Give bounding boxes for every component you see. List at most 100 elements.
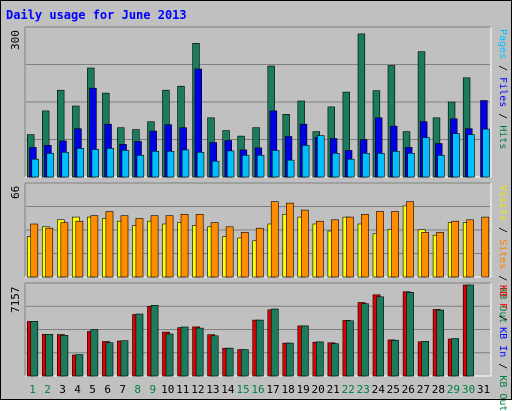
x-tick-label: 2 [44,383,51,396]
bar-kbytes-kb-out [180,326,189,377]
bar-requests-pages [76,148,85,178]
bar-kbytes-kb-out [300,325,309,377]
bar-kbytes-kb-out [361,303,369,377]
bar-kbytes-kb-out [406,291,414,377]
x-tick-label: 3 [59,383,66,396]
bar-visitors-sites [225,226,234,278]
bar-visitors-sites [481,216,490,278]
bar-requests-pages [452,133,460,178]
x-tick-label: 12 [191,383,204,396]
legend-entry: Sites [497,239,508,270]
x-tick-label: 29 [447,383,460,396]
bar-kbytes-kb-out [451,338,460,377]
legend-entry: / [497,59,508,78]
bar-requests-pages [241,155,250,178]
bar-visitors-sites [75,220,84,278]
bar-requests-pages [136,155,145,178]
bar-requests-pages [437,155,445,178]
bar-requests-pages [256,155,265,178]
bar-requests-pages [392,151,400,178]
x-tick-label: 14 [221,383,235,396]
bar-visitors-sites [300,209,309,278]
bar-visitors-sites [105,211,114,278]
bar-kbytes-kb-out [240,349,249,377]
legend-entry: / [497,221,508,240]
bar-requests-pages [407,153,415,178]
bar-visitors-sites [180,214,189,278]
x-tick-label: 11 [176,383,189,396]
bar-visitors-sites [421,232,430,278]
x-tick-label: 26 [402,383,415,396]
bar-visitors-sites [135,218,144,278]
bar-kbytes-kb-out [75,354,84,377]
bar-requests-pages [377,153,385,178]
legend-entry: Hits [497,125,508,150]
x-tick-label: 22 [342,383,355,396]
bar-kbytes-kb-out [346,320,354,377]
bar-requests-pages [211,160,220,178]
x-tick-label: 21 [327,383,340,396]
bar-visitors-sites [270,201,279,278]
x-tick-label: 20 [311,383,324,396]
x-tick-label: 8 [134,383,141,396]
x-tick-label: 15 [236,383,249,396]
bar-visitors-sites [436,232,445,278]
x-tick-label: 19 [296,383,309,396]
bar-requests-pages [61,152,69,178]
bar-visitors-sites [285,202,294,278]
legend-entry: KB F [497,285,508,310]
y-max-label-requests: 300 [9,30,22,50]
bar-kbytes-kb-out [255,319,264,377]
bar-visitors-sites [361,214,369,278]
bar-requests-pages [467,134,475,178]
legend-entry: KB Out [497,375,508,411]
bar-kbytes-kb-out [150,304,159,377]
legend-entry: KB In [497,327,508,358]
bar-visitors-sites [255,227,264,278]
x-tick-label: 28 [432,383,445,396]
bar-visitors-sites [451,220,460,278]
bar-requests-pages [151,151,160,178]
bar-requests-pages [362,153,370,178]
bar-requests-pages [332,153,340,178]
x-tick-label: 7 [119,383,126,396]
bar-visitors-sites [210,222,219,278]
bar-visitors-sites [45,227,54,278]
bar-visitors-sites [195,214,204,278]
bar-visitors-sites [406,201,414,278]
bar-visitors-sites [331,219,339,278]
bar-requests-pages [286,159,295,178]
bar-kbytes-kb-out [45,333,54,377]
bar-requests-pages [422,137,430,178]
x-tick-label: 1 [29,383,36,396]
legend-entry: Visits [497,185,508,222]
bar-visitors-sites [30,223,39,278]
legend-entry: Files [497,77,508,108]
x-tick-label: 6 [104,383,111,396]
bar-visitors-sites [165,215,174,278]
bar-requests-pages [271,150,280,178]
bar-requests-pages [347,158,355,178]
y-max-label-kbytes: 7157 [9,286,22,314]
bar-visitors-sites [391,211,399,278]
bar-kbytes-kb-out [270,308,279,377]
bar-kbytes-kb-out [436,309,445,377]
bar-requests-pages [181,149,190,178]
x-tick-label: 18 [281,383,294,396]
legend-requests: Pages / Files / Hits [497,29,508,149]
bar-visitors-sites [466,219,475,278]
bar-requests-pages [482,128,490,178]
bar-requests-pages [301,145,310,178]
bar-kbytes-kb-out [90,329,99,377]
bar-requests-pages [31,158,39,178]
bar-kbytes-kb-out [315,341,324,377]
legend-entry: / [497,309,508,328]
legend-entry: / [497,357,508,376]
bar-requests-pages [166,151,175,178]
chart-title: Daily usage for June 2013 [6,8,187,22]
legend-entry: / [497,107,508,126]
legend-entry: Pages [497,29,508,60]
bar-kbytes-kb-out [376,296,384,377]
x-tick-label: 24 [372,383,386,396]
bar-kbytes-kb-out [165,333,174,377]
